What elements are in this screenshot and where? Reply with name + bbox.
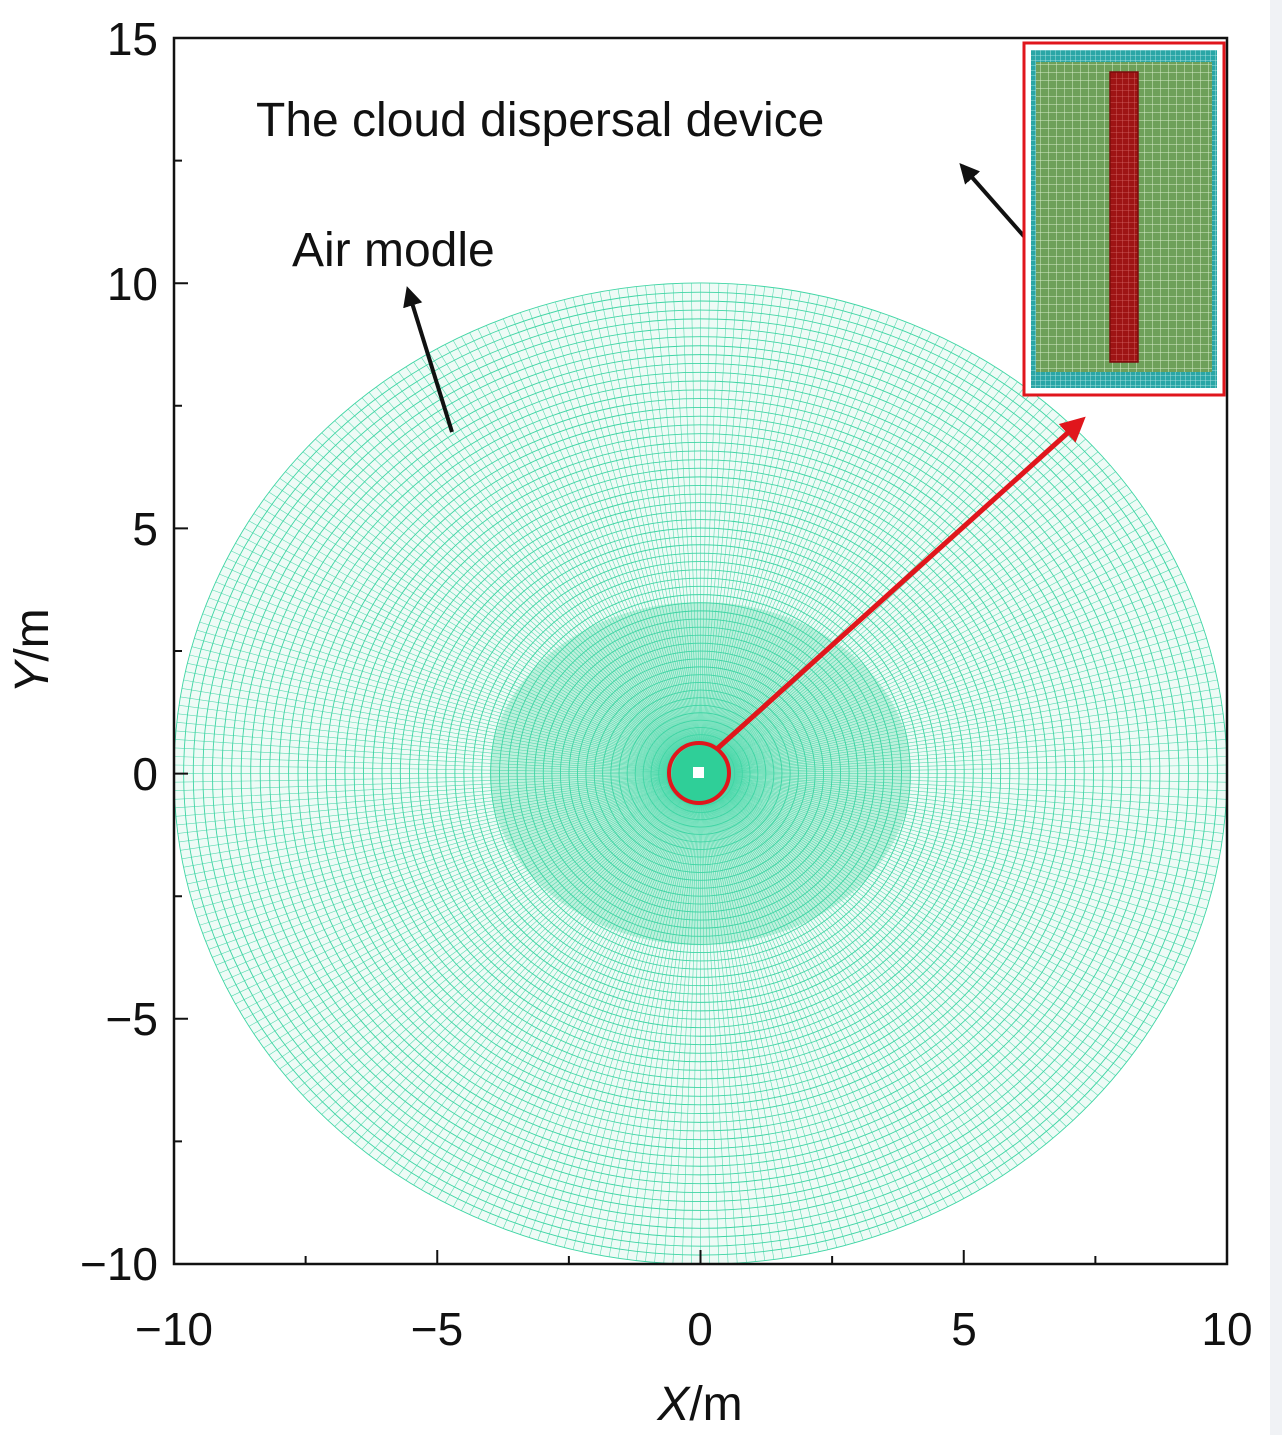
x-tick-label: 0 [687,1303,713,1355]
x-tick-labels: −10 −5 0 5 10 [135,1303,1253,1355]
y-tick-labels: −10 −5 0 5 10 15 [80,13,158,1290]
origin-highlight-circle [667,741,731,805]
page-edge-bar [1270,0,1282,1435]
device-core [1109,71,1139,363]
x-axis-unit: /m [689,1378,742,1431]
x-tick-label: −10 [135,1303,213,1355]
x-tick-label: 10 [1201,1303,1252,1355]
y-tick-label: 10 [107,258,158,310]
x-axis-var: X [656,1378,691,1431]
mesh-spokes [174,283,1227,1264]
y-tick-label: 15 [107,13,158,65]
y-axis-unit: /m [6,608,59,661]
device-inset [1022,41,1226,397]
air-model-label: Air modle [292,224,495,277]
y-tick-label: −5 [106,993,158,1045]
x-tick-label: −5 [411,1303,463,1355]
air-model-arrow [403,286,454,433]
tick-marks [173,37,1228,1265]
y-tick-label: −10 [80,1238,158,1290]
x-tick-label: 5 [951,1303,977,1355]
y-tick-label: 0 [132,748,158,800]
y-tick-label: 5 [132,503,158,555]
axis-ticks [173,37,1228,1265]
y-axis-title: Y/m [6,608,59,693]
x-axis-title: X/m [656,1378,742,1431]
y-axis-var: Y [6,659,59,694]
zoom-arrow [716,416,1086,750]
device-label: The cloud dispersal device [256,94,824,147]
device-marker [693,767,704,778]
